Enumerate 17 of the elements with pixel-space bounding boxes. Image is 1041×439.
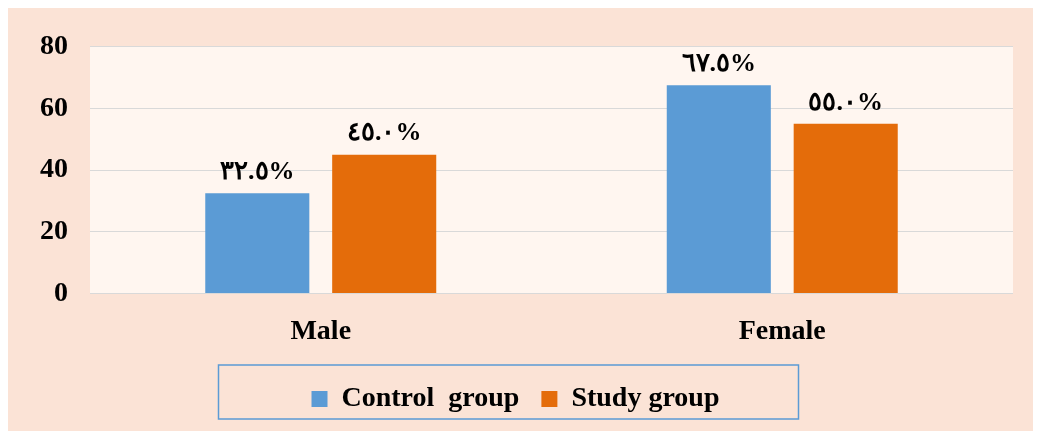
bar — [332, 154, 437, 293]
x-tick-label: Male — [290, 314, 352, 346]
data-label: ٤٥.٠% — [346, 117, 422, 147]
bar — [793, 123, 898, 293]
data-label: ٣٢.٥% — [220, 155, 295, 185]
bar — [205, 193, 310, 293]
y-tick-label: 0 — [54, 275, 68, 307]
y-tick-label: 80 — [40, 29, 68, 61]
x-tick-label: Female — [738, 314, 826, 346]
legend-label: Study group — [571, 381, 720, 413]
data-label: ٥٥.٠% — [808, 86, 883, 116]
bar — [666, 85, 771, 293]
y-tick-label: 40 — [40, 152, 68, 184]
y-tick-label: 60 — [40, 90, 68, 122]
legend-label: Control group — [341, 381, 520, 413]
y-tick-label: 20 — [40, 213, 68, 245]
data-label: ٦٧.٥% — [681, 48, 757, 78]
